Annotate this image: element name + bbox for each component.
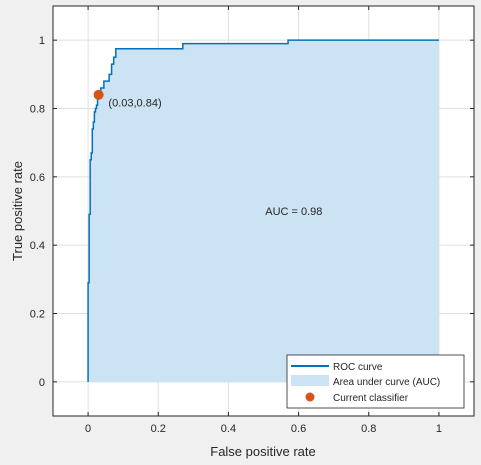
y-tick-label-3: 0.6 [30, 172, 45, 184]
auc-value-label: AUC = 0.98 [265, 206, 322, 218]
legend-classifier-label: Current classifier [333, 393, 409, 404]
x-tick-label-0: 0 [85, 423, 91, 435]
y-tick-label-4: 0.8 [30, 104, 45, 116]
y-tick-label-5: 1 [39, 35, 45, 47]
legend-roc-label: ROC curve [333, 362, 383, 373]
axis-ticks: 0 0.2 0.4 0.6 0.8 1 0 0.2 0.4 0.6 0.8 1 [30, 6, 474, 435]
x-tick-label-1: 0.2 [151, 423, 166, 435]
auc-area [88, 40, 439, 382]
legend-classifier-marker [305, 392, 315, 402]
auc-area-layer [88, 40, 439, 382]
y-tick-label-0: 0 [39, 377, 45, 389]
classifier-coordinate-label: (0.03,0.84) [108, 97, 161, 109]
legend-auc-label: Area under curve (AUC) [333, 377, 440, 388]
plot-frame [52, 5, 475, 417]
classifier-point-layer [93, 89, 104, 100]
x-tick-label-3: 0.6 [291, 423, 306, 435]
annotation-layer: (0.03,0.84) AUC = 0.98 [108, 97, 322, 218]
x-tick-label-4: 0.8 [361, 423, 376, 435]
y-tick-label-1: 0.2 [30, 309, 45, 321]
y-axis-label: True positive rate [10, 161, 25, 261]
legend: ROC curve Area under curve (AUC) Current… [286, 354, 465, 409]
current-classifier-point [93, 89, 104, 100]
y-tick-label-2: 0.4 [30, 240, 45, 252]
x-tick-label-2: 0.4 [221, 423, 236, 435]
x-tick-label-5: 1 [436, 423, 442, 435]
x-axis-label: False positive rate [210, 444, 316, 459]
legend-auc-swatch [291, 375, 329, 386]
